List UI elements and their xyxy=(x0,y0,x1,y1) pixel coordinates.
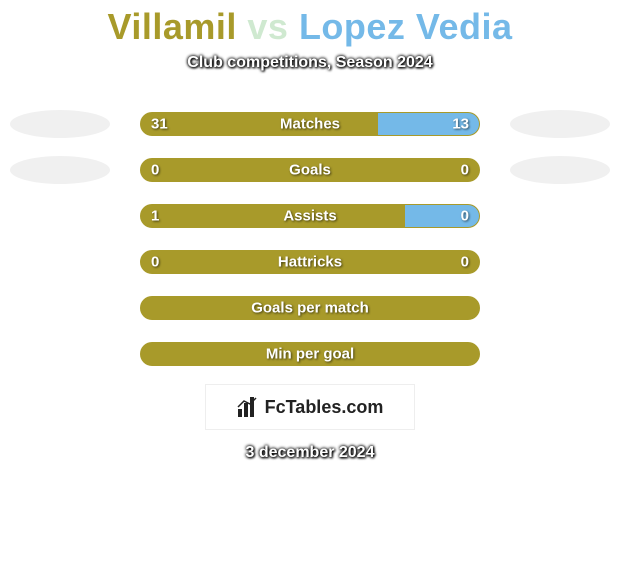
player1-photo-placeholder xyxy=(10,156,110,184)
subtitle: Club competitions, Season 2024 xyxy=(187,54,432,72)
stat-value-left: 31 xyxy=(151,116,168,133)
stat-value-right: 13 xyxy=(452,116,469,133)
stat-label: Matches xyxy=(280,116,340,133)
stat-value-left: 0 xyxy=(151,162,159,179)
stat-bar: Min per goal xyxy=(140,342,480,366)
player1-photo-placeholder xyxy=(10,110,110,138)
stat-bar: Goals per match xyxy=(140,296,480,320)
stat-bar: Goals 0 0 xyxy=(140,158,480,182)
stat-value-left: 1 xyxy=(151,208,159,225)
stat-label: Assists xyxy=(283,208,336,225)
stat-row: Goals 0 0 xyxy=(0,158,620,182)
stats-rows: Matches3113Goals00Assists10Hattricks00Go… xyxy=(0,112,620,366)
stat-row: Goals per match xyxy=(0,296,620,320)
bars-icon xyxy=(237,397,259,417)
stat-bar: Matches 31 13 xyxy=(140,112,480,136)
bar-segment-left xyxy=(141,113,378,135)
stat-label: Min per goal xyxy=(266,346,354,363)
stat-bar: Assists 1 0 xyxy=(140,204,480,228)
stat-row: Hattricks 0 0 xyxy=(0,250,620,274)
bar-segment-left xyxy=(141,205,405,227)
stat-label: Goals xyxy=(289,162,331,179)
stat-label: Hattricks xyxy=(278,254,342,271)
title-player1: Villamil xyxy=(107,6,236,47)
title-vs: vs xyxy=(237,6,299,47)
stat-value-left: 0 xyxy=(151,254,159,271)
stat-row: Assists 1 0 xyxy=(0,204,620,228)
fctables-logo: FcTables.com xyxy=(205,384,415,430)
stat-row: Min per goal xyxy=(0,342,620,366)
player2-photo-placeholder xyxy=(510,110,610,138)
logo-text: FcTables.com xyxy=(265,397,384,418)
stat-value-right: 0 xyxy=(461,254,469,271)
title-player2: Lopez Vedia xyxy=(299,6,513,47)
stat-bar: Hattricks 0 0 xyxy=(140,250,480,274)
stat-row: Matches 31 13 xyxy=(0,112,620,136)
date-label: 3 december 2024 xyxy=(246,444,375,462)
stat-value-right: 0 xyxy=(461,162,469,179)
stat-label: Goals per match xyxy=(251,300,369,317)
player2-photo-placeholder xyxy=(510,156,610,184)
page-title: Villamil vs Lopez Vedia xyxy=(107,6,512,48)
stat-value-right: 0 xyxy=(461,208,469,225)
